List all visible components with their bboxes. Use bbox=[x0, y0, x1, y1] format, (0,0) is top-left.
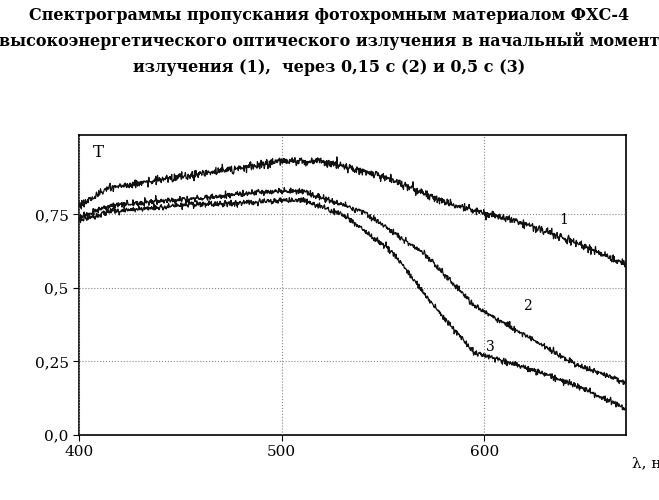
Text: высокоэнергетического оптического излучения в начальный момент: высокоэнергетического оптического излуче… bbox=[0, 32, 659, 50]
Text: 1: 1 bbox=[559, 214, 568, 228]
Text: 3: 3 bbox=[486, 340, 495, 354]
Text: Спектрограммы пропускания фотохромным материалом ФХС-4: Спектрограммы пропускания фотохромным ма… bbox=[30, 8, 629, 24]
Text: T: T bbox=[93, 144, 103, 161]
Text: 2: 2 bbox=[523, 298, 531, 312]
Text: λ, нм: λ, нм bbox=[631, 456, 659, 470]
Text: излучения (1),  через 0,15 с (2) и 0,5 с (3): излучения (1), через 0,15 с (2) и 0,5 с … bbox=[133, 59, 526, 76]
